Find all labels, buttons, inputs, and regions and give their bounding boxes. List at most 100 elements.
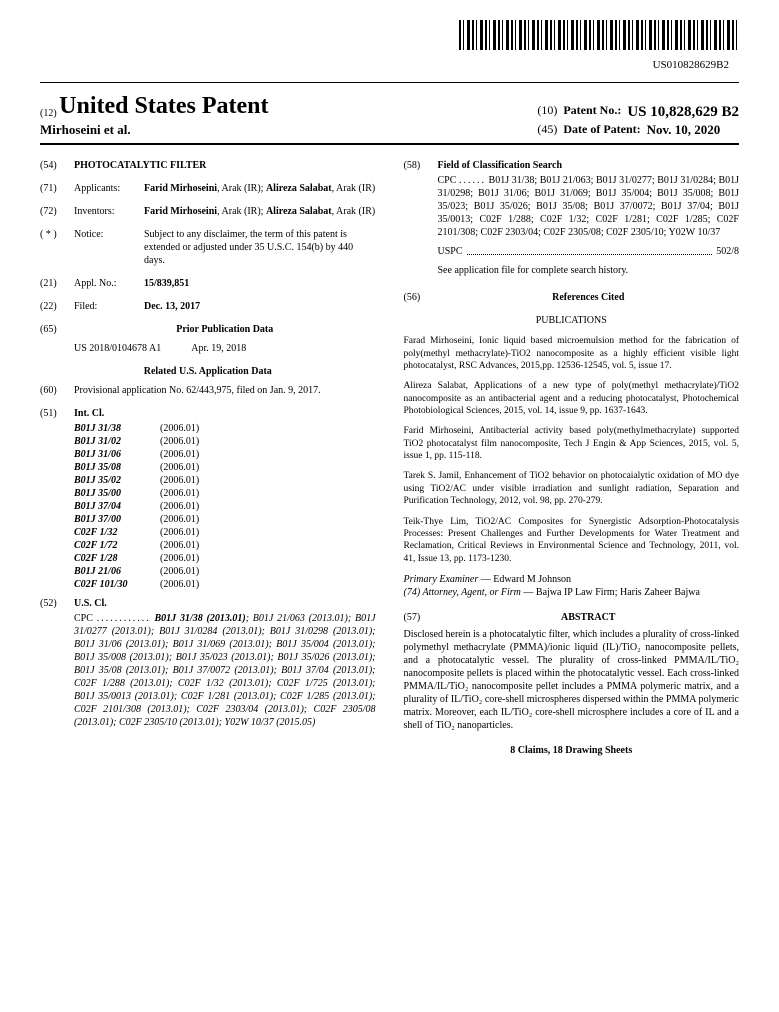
intcl-version: (2006.01) (160, 513, 199, 526)
intcl-symbol: B01J 21/06 (74, 565, 160, 578)
uspc-dots (467, 245, 713, 255)
intcl-row: B01J 35/02(2006.01) (74, 474, 376, 487)
inventors-label: Inventors: (74, 205, 144, 218)
attorney-name: Bajwa IP Law Firm; Haris Zaheer Bajwa (536, 587, 700, 598)
kind-code: (12) (40, 108, 57, 119)
cpc-label: CPC (74, 613, 93, 624)
intcl-row: C02F 1/28(2006.01) (74, 552, 376, 565)
related-heading: Related U.S. Application Data (40, 365, 376, 378)
intcl-label: Int. Cl. (74, 407, 376, 420)
intcl-version: (2006.01) (160, 461, 199, 474)
intcl-row: C02F 1/72(2006.01) (74, 539, 376, 552)
inid-71: (71) (40, 182, 74, 195)
intcl-row: B01J 35/00(2006.01) (74, 487, 376, 500)
publications-list: Farad Mirhoseini, Ionic liquid based mic… (404, 335, 740, 565)
intcl-row: B01J 37/04(2006.01) (74, 500, 376, 513)
inid-21: (21) (40, 277, 74, 290)
filed-value: Dec. 13, 2017 (144, 300, 376, 313)
intcl-version: (2006.01) (160, 539, 199, 552)
intcl-version: (2006.01) (160, 552, 199, 565)
field-56: (56) References Cited (404, 291, 740, 304)
applno-value: 15/839,851 (144, 277, 376, 290)
applicants-body: Farid Mirhoseini, Arak (IR); Alireza Sal… (144, 182, 376, 195)
inid-54: (54) (40, 159, 74, 172)
prior-pub-heading: Prior Publication Data (74, 323, 376, 336)
intcl-row: B01J 37/00(2006.01) (74, 513, 376, 526)
inid-56: (56) (404, 291, 438, 304)
examiner-line: Primary Examiner — Edward M Johnson (404, 573, 740, 586)
search-note: See application file for complete search… (404, 264, 740, 277)
field-52: (52) U.S. Cl. (40, 597, 376, 610)
barcode-graphic (459, 20, 739, 50)
patent-no-value: US 10,828,629 B2 (627, 103, 739, 123)
intcl-row: B01J 35/08(2006.01) (74, 461, 376, 474)
intcl-symbol: C02F 101/30 (74, 578, 160, 591)
intcl-row: C02F 1/32(2006.01) (74, 526, 376, 539)
intcl-row: B01J 31/06(2006.01) (74, 448, 376, 461)
intcl-symbol: B01J 31/38 (74, 422, 160, 435)
intcl-list: B01J 31/38(2006.01)B01J 31/02(2006.01)B0… (40, 422, 376, 591)
prior-pub-date: Apr. 19, 2018 (191, 342, 246, 355)
examiner-label: Primary Examiner (404, 574, 479, 585)
uspc-value: 502/8 (716, 245, 739, 258)
intcl-row: C02F 101/30(2006.01) (74, 578, 376, 591)
intcl-version: (2006.01) (160, 500, 199, 513)
field-57: (57) ABSTRACT (404, 611, 740, 624)
field-22: (22) Filed: Dec. 13, 2017 (40, 300, 376, 313)
patent-header: (12) United States Patent Mirhoseini et … (40, 91, 739, 139)
intcl-version: (2006.01) (160, 448, 199, 461)
patent-no-label: Patent No.: (563, 103, 621, 123)
left-column: (54) PHOTOCATALYTIC FILTER (71) Applican… (40, 159, 376, 757)
header-bottom-rule (40, 143, 739, 145)
uspc-row: USPC 502/8 (404, 245, 740, 258)
inid-65: (65) (40, 323, 74, 336)
invention-title: PHOTOCATALYTIC FILTER (74, 159, 376, 172)
intcl-version: (2006.01) (160, 526, 199, 539)
cpc-search-label: CPC (438, 175, 457, 186)
intcl-symbol: B01J 31/02 (74, 435, 160, 448)
examiner-name: Edward M Johnson (493, 574, 571, 585)
notice-body: Subject to any disclaimer, the term of t… (144, 228, 376, 267)
intcl-symbol: B01J 35/02 (74, 474, 160, 487)
publication-entry: Teik-Thye Lim, TiO2/AC Composites for Sy… (404, 516, 740, 565)
intcl-symbol: C02F 1/32 (74, 526, 160, 539)
field-51: (51) Int. Cl. (40, 407, 376, 420)
date-value: Nov. 10, 2020 (647, 122, 721, 139)
claims-sheets-line: 8 Claims, 18 Drawing Sheets (404, 744, 740, 757)
cpc-search-body: CPC ...... B01J 31/38; B01J 21/063; B01J… (404, 174, 740, 239)
inid-22: (22) (40, 300, 74, 313)
right-column: (58) Field of Classification Search CPC … (404, 159, 740, 757)
intcl-symbol: B01J 31/06 (74, 448, 160, 461)
cpc-classifications: B01J 31/38 (2013.01); B01J 21/063 (2013.… (74, 613, 376, 728)
field-58: (58) Field of Classification Search (404, 159, 740, 172)
field-65: (65) Prior Publication Data (40, 323, 376, 336)
field-21: (21) Appl. No.: 15/839,851 (40, 277, 376, 290)
intcl-row: B01J 31/38(2006.01) (74, 422, 376, 435)
intcl-row: B01J 31/02(2006.01) (74, 435, 376, 448)
publication-entry: Farad Mirhoseini, Ionic liquid based mic… (404, 335, 740, 372)
inid-60: (60) (40, 384, 74, 397)
inid-72: (72) (40, 205, 74, 218)
field-60: (60) Provisional application No. 62/443,… (40, 384, 376, 397)
barcode-number: US010828629B2 (40, 58, 739, 72)
abstract-heading: ABSTRACT (438, 611, 740, 624)
field-search-label: Field of Classification Search (438, 159, 740, 172)
two-column-body: (54) PHOTOCATALYTIC FILTER (71) Applican… (40, 159, 739, 757)
doc-type-title: United States Patent (59, 93, 268, 119)
intcl-symbol: B01J 35/00 (74, 487, 160, 500)
barcode-region (40, 20, 739, 54)
attorney-line: (74) Attorney, Agent, or Firm — Bajwa IP… (404, 586, 740, 599)
intcl-symbol: C02F 1/28 (74, 552, 160, 565)
date-num: (45) (537, 122, 557, 139)
date-label: Date of Patent: (563, 122, 640, 139)
intcl-version: (2006.01) (160, 422, 199, 435)
inid-57: (57) (404, 611, 438, 624)
inid-58: (58) (404, 159, 438, 172)
top-rule (40, 82, 739, 83)
publication-entry: Tarek S. Jamil, Enhancement of TiO2 beha… (404, 470, 740, 507)
inid-52: (52) (40, 597, 74, 610)
patent-no-num: (10) (537, 103, 557, 123)
applicants-label: Applicants: (74, 182, 144, 195)
intcl-symbol: B01J 37/00 (74, 513, 160, 526)
intcl-symbol: B01J 35/08 (74, 461, 160, 474)
